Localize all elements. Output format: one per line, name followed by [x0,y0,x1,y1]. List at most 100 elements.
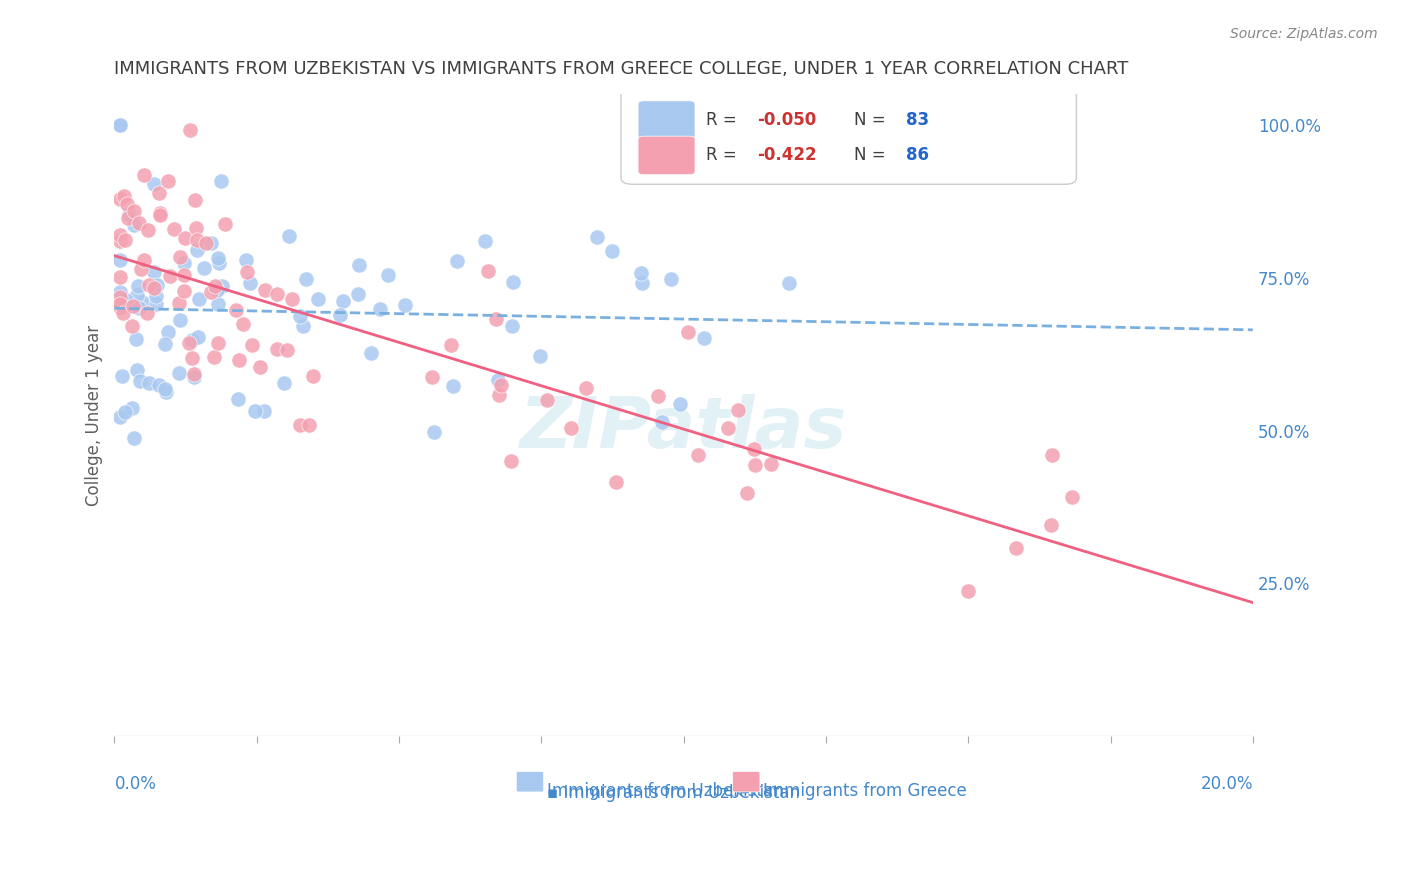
Text: ▪ Immigrants from Uzbekistan: ▪ Immigrants from Uzbekistan [547,784,800,802]
Point [132,168,155,182]
Point [181,351,204,366]
Point [349,258,371,272]
Point [117,211,139,225]
Point [155,384,177,399]
Text: IMMIGRANTS FROM UZBEKISTAN VS IMMIGRANTS FROM GREECE COLLEGE, UNDER 1 YEAR CORRE: IMMIGRANTS FROM UZBEKISTAN VS IMMIGRANTS… [114,60,1129,78]
Point [727,402,749,417]
Point [115,293,138,308]
Point [228,353,250,368]
Point [298,418,321,433]
Point [200,285,222,299]
Point [360,346,382,360]
Point [159,268,181,283]
Point [243,404,266,418]
Text: Source: ZipAtlas.com: Source: ZipAtlas.com [1230,27,1378,41]
Point [146,278,169,293]
Point [131,295,153,310]
Point [301,368,323,383]
Point [108,297,131,311]
Point [135,306,157,320]
Point [121,401,143,415]
Point [122,432,145,446]
Point [108,290,131,304]
Point [651,415,673,429]
Point [169,312,191,326]
Point [115,197,138,211]
FancyBboxPatch shape [638,136,695,175]
Point [184,220,207,235]
Point [368,302,391,317]
Point [778,276,800,290]
Point [122,218,145,232]
Point [501,454,523,468]
Point [179,123,201,137]
Point [420,370,443,384]
Point [477,264,499,278]
Text: 0.0%: 0.0% [114,774,156,793]
Point [108,300,131,314]
Point [136,223,159,237]
Point [128,216,150,230]
Point [288,310,311,324]
Point [446,253,468,268]
Text: ZIPatlas: ZIPatlas [520,393,848,463]
Point [474,234,496,248]
Point [676,325,699,339]
Point [121,318,143,333]
Text: N =: N = [855,146,891,164]
Point [186,243,208,257]
Point [132,253,155,268]
Point [162,221,184,235]
Point [111,368,134,383]
Point [440,338,463,352]
Point [744,442,766,457]
Point [173,268,195,282]
Point [148,378,170,392]
Point [173,231,195,245]
Point [717,420,740,434]
FancyBboxPatch shape [516,772,544,792]
Point [226,392,249,406]
Point [118,207,141,221]
Point [121,299,143,313]
Point [744,458,766,472]
Point [110,300,132,314]
FancyBboxPatch shape [621,88,1077,185]
Point [149,207,172,221]
Point [693,331,716,345]
Point [235,252,257,267]
Point [108,118,131,132]
Point [441,378,464,392]
Point [145,296,167,310]
Point [249,359,271,374]
Point [167,296,190,310]
Point [193,261,215,276]
Point [661,271,683,285]
Text: Immigrants from Greece: Immigrants from Greece [763,782,967,800]
FancyBboxPatch shape [638,101,695,139]
Point [142,265,165,279]
Point [240,338,263,352]
Text: 86: 86 [905,146,928,164]
Point [586,230,609,244]
Point [605,475,627,489]
Point [253,404,276,418]
Point [108,285,131,300]
Point [108,410,131,425]
Point [129,262,152,277]
Point [602,244,624,258]
Point [236,265,259,279]
Point [207,335,229,350]
Point [108,118,131,132]
Point [200,236,222,251]
Point [295,272,318,286]
Point [686,448,709,462]
Point [138,278,160,293]
Point [207,251,229,265]
Point [108,269,131,284]
Point [128,374,150,388]
Point [647,389,669,403]
Point [188,292,211,306]
Point [207,297,229,311]
Point [422,425,444,439]
